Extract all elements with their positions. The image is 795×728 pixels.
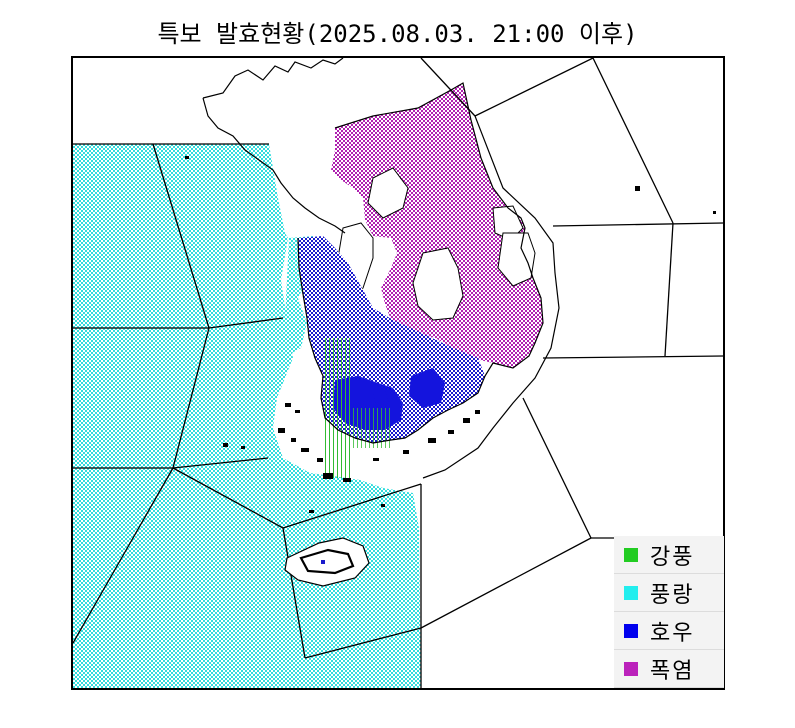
- legend-item-strong-wind: 강풍: [614, 536, 724, 574]
- legend-item-heat-wave: 폭염: [614, 650, 724, 688]
- blue-swatch-icon: [624, 624, 638, 638]
- legend-label: 강풍: [650, 539, 694, 571]
- map-title: 특보 발효현황(2025.08.03. 21:00 이후): [0, 14, 795, 49]
- legend-item-wind-wave: 풍랑: [614, 574, 724, 612]
- green-swatch-icon: [624, 548, 638, 562]
- legend: 강풍 풍랑 호우 폭염: [614, 536, 724, 688]
- legend-label: 호우: [650, 615, 694, 647]
- legend-label: 풍랑: [650, 577, 694, 609]
- legend-label: 폭염: [650, 653, 694, 685]
- legend-item-heavy-rain: 호우: [614, 612, 724, 650]
- cyan-swatch-icon: [624, 586, 638, 600]
- magenta-swatch-icon: [624, 662, 638, 676]
